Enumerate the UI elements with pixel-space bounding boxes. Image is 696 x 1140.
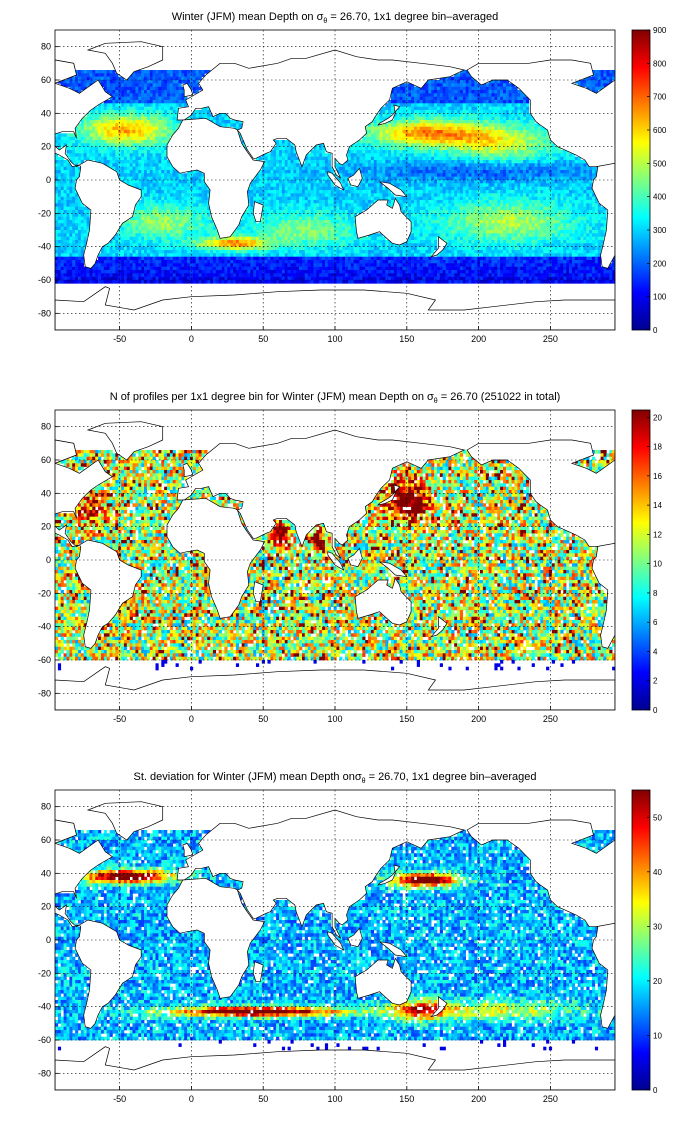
- x-tick-label: 100: [327, 714, 342, 724]
- y-tick-label: -60: [38, 1035, 51, 1045]
- colorbar-tick-label: 30: [653, 922, 662, 931]
- x-tick-label: 50: [258, 1094, 268, 1104]
- chart-panel-3: St. deviation for Winter (JFM) mean Dept…: [0, 771, 662, 1104]
- colorbar-tick-label: 800: [653, 59, 667, 68]
- y-tick-label: -60: [38, 655, 51, 665]
- colorbar-tick-label: 2: [653, 677, 658, 686]
- x-tick-label: 250: [543, 334, 558, 344]
- chart-title: St. deviation for Winter (JFM) mean Dept…: [134, 771, 537, 785]
- y-tick-label: 80: [41, 422, 51, 432]
- x-tick-label: 50: [258, 334, 268, 344]
- colorbar: 0 2 4 6 8 10 12 14 16 18 20: [632, 410, 662, 715]
- y-tick-label: 60: [41, 455, 51, 465]
- colorbar-tick-label: 18: [653, 443, 662, 452]
- y-tick-label: 80: [41, 42, 51, 52]
- y-tick-label: -60: [38, 275, 51, 285]
- colorbar-tick-label: 0: [653, 326, 658, 335]
- colorbar-tick-label: 500: [653, 159, 667, 168]
- y-tick-label: -20: [38, 588, 51, 598]
- y-tick-label: 40: [41, 488, 51, 498]
- colorbar-tick-label: 200: [653, 259, 667, 268]
- y-tick-label: 60: [41, 835, 51, 845]
- colorbar-tick-label: 300: [653, 226, 667, 235]
- x-tick-label: 200: [471, 334, 486, 344]
- colorbar-tick-label: 20: [653, 413, 662, 422]
- y-tick-label: -80: [38, 308, 51, 318]
- x-tick-label: 200: [471, 1094, 486, 1104]
- y-tick-label: 20: [41, 522, 51, 532]
- x-tick-label: 150: [399, 714, 414, 724]
- y-tick-label: 80: [41, 802, 51, 812]
- x-tick-label: 250: [543, 714, 558, 724]
- y-tick-label: 40: [41, 108, 51, 118]
- y-tick-label: -40: [38, 622, 51, 632]
- x-tick-label: -50: [113, 1094, 126, 1104]
- colorbar-tick-label: 4: [653, 647, 658, 656]
- y-tick-label: -20: [38, 208, 51, 218]
- colorbar-tick-label: 10: [653, 560, 662, 569]
- colorbar-tick-label: 0: [653, 706, 658, 715]
- x-tick-label: -50: [113, 714, 126, 724]
- x-tick-label: 200: [471, 714, 486, 724]
- colorbar-tick-label: 0: [653, 1086, 658, 1095]
- colorbar-tick-label: 16: [653, 472, 662, 481]
- figure: Winter (JFM) mean Depth on σθ = 26.70, 1…: [0, 0, 696, 1140]
- colorbar: 0 100 200 300 400 500 600 700 800 900: [632, 26, 667, 335]
- chart-title: N of profiles per 1x1 degree bin for Win…: [110, 391, 561, 405]
- x-tick-label: 50: [258, 714, 268, 724]
- y-tick-label: -20: [38, 968, 51, 978]
- colorbar-tick-label: 12: [653, 530, 662, 539]
- x-tick-label: 150: [399, 1094, 414, 1104]
- x-tick-label: 0: [189, 334, 194, 344]
- x-tick-label: 0: [189, 1094, 194, 1104]
- y-tick-label: -40: [38, 242, 51, 252]
- colorbar: 0 10 20 30 40 50: [632, 790, 662, 1095]
- y-tick-label: -40: [38, 1002, 51, 1012]
- colorbar-tick-label: 20: [653, 977, 662, 986]
- chart-title: Winter (JFM) mean Depth on σθ = 26.70, 1…: [172, 11, 499, 25]
- y-tick-label: 0: [46, 555, 51, 565]
- colorbar-tick-label: 10: [653, 1031, 662, 1040]
- y-tick-label: 60: [41, 75, 51, 85]
- y-tick-label: 40: [41, 868, 51, 878]
- x-tick-label: -50: [113, 334, 126, 344]
- y-tick-label: -80: [38, 1068, 51, 1078]
- colorbar-tick-label: 900: [653, 26, 667, 35]
- x-tick-label: 150: [399, 334, 414, 344]
- colorbar-tick-label: 14: [653, 501, 662, 510]
- colorbar-tick-label: 50: [653, 813, 662, 822]
- colorbar-tick-label: 100: [653, 293, 667, 302]
- x-tick-label: 0: [189, 714, 194, 724]
- colorbar-tick-label: 600: [653, 126, 667, 135]
- y-tick-label: 0: [46, 175, 51, 185]
- colorbar-tick-label: 6: [653, 618, 658, 627]
- x-tick-label: 100: [327, 1094, 342, 1104]
- x-tick-label: 250: [543, 1094, 558, 1104]
- colorbar-tick-label: 400: [653, 193, 667, 202]
- colorbar-tick-label: 8: [653, 589, 658, 598]
- y-tick-label: -80: [38, 688, 51, 698]
- colorbar-tick-label: 40: [653, 868, 662, 877]
- y-tick-label: 20: [41, 902, 51, 912]
- y-tick-label: 0: [46, 935, 51, 945]
- chart-panel-1: Winter (JFM) mean Depth on σθ = 26.70, 1…: [0, 11, 667, 344]
- chart-panel-2: N of profiles per 1x1 degree bin for Win…: [0, 391, 662, 724]
- y-tick-label: 20: [41, 142, 51, 152]
- x-tick-label: 100: [327, 334, 342, 344]
- colorbar-tick-label: 700: [653, 93, 667, 102]
